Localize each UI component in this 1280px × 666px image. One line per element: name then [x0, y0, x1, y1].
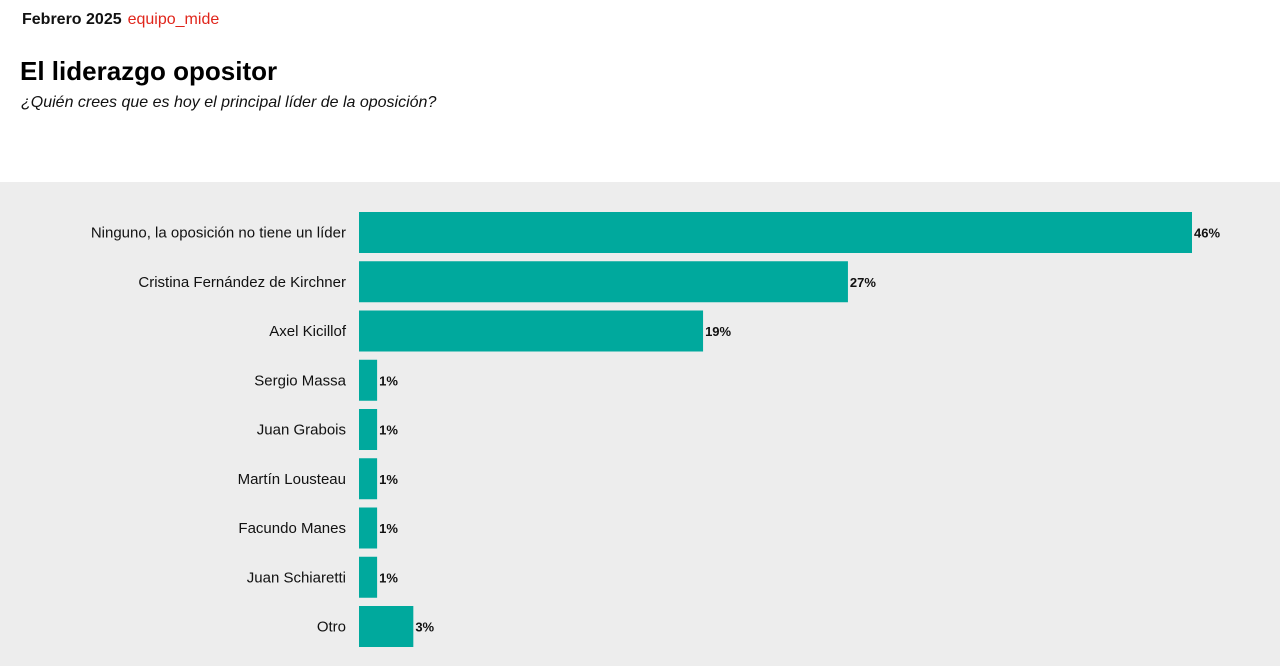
- bar-chart: Ninguno, la oposición no tiene un líder 4…: [91, 212, 1220, 647]
- bar: [359, 261, 848, 303]
- brand-name: equipo_mide: [127, 11, 220, 28]
- category-label: Juan Grabois: [257, 422, 346, 439]
- category-label: Sergio Massa: [254, 372, 346, 389]
- value-label: 19%: [705, 324, 731, 339]
- value-label: 27%: [850, 275, 876, 290]
- bar: [359, 507, 378, 549]
- chart-title: El liderazgo opositor: [20, 56, 278, 86]
- category-label: Cristina Fernández de Kirchner: [138, 274, 346, 291]
- bar: [359, 458, 378, 500]
- category-label: Juan Schiaretti: [247, 569, 346, 586]
- category-label: Ninguno, la oposición no tiene un líder: [91, 225, 346, 242]
- bar: [359, 606, 414, 647]
- category-label: Martín Lousteau: [238, 471, 346, 488]
- category-label: Axel Kicillof: [269, 323, 347, 340]
- bar: [359, 359, 378, 401]
- value-label: 1%: [379, 423, 398, 438]
- value-label: 46%: [1194, 226, 1220, 241]
- chart-subtitle: ¿Quién crees que es hoy el principal líd…: [21, 94, 437, 111]
- bar: [359, 310, 704, 352]
- chart-panel: Ninguno, la oposición no tiene un líder 4…: [0, 182, 1280, 666]
- category-label: Otro: [317, 619, 346, 636]
- value-label: 3%: [415, 620, 434, 635]
- value-label: 1%: [379, 472, 398, 487]
- value-label: 1%: [379, 373, 398, 388]
- category-label: Facundo Manes: [238, 520, 346, 537]
- header-date: Febrero 2025: [22, 11, 122, 28]
- bar: [359, 409, 378, 450]
- header: Febrero 2025 equipo_mide: [22, 10, 219, 30]
- value-label: 1%: [379, 521, 398, 536]
- bar: [359, 556, 378, 598]
- value-label: 1%: [379, 570, 398, 585]
- bar: [359, 212, 1192, 253]
